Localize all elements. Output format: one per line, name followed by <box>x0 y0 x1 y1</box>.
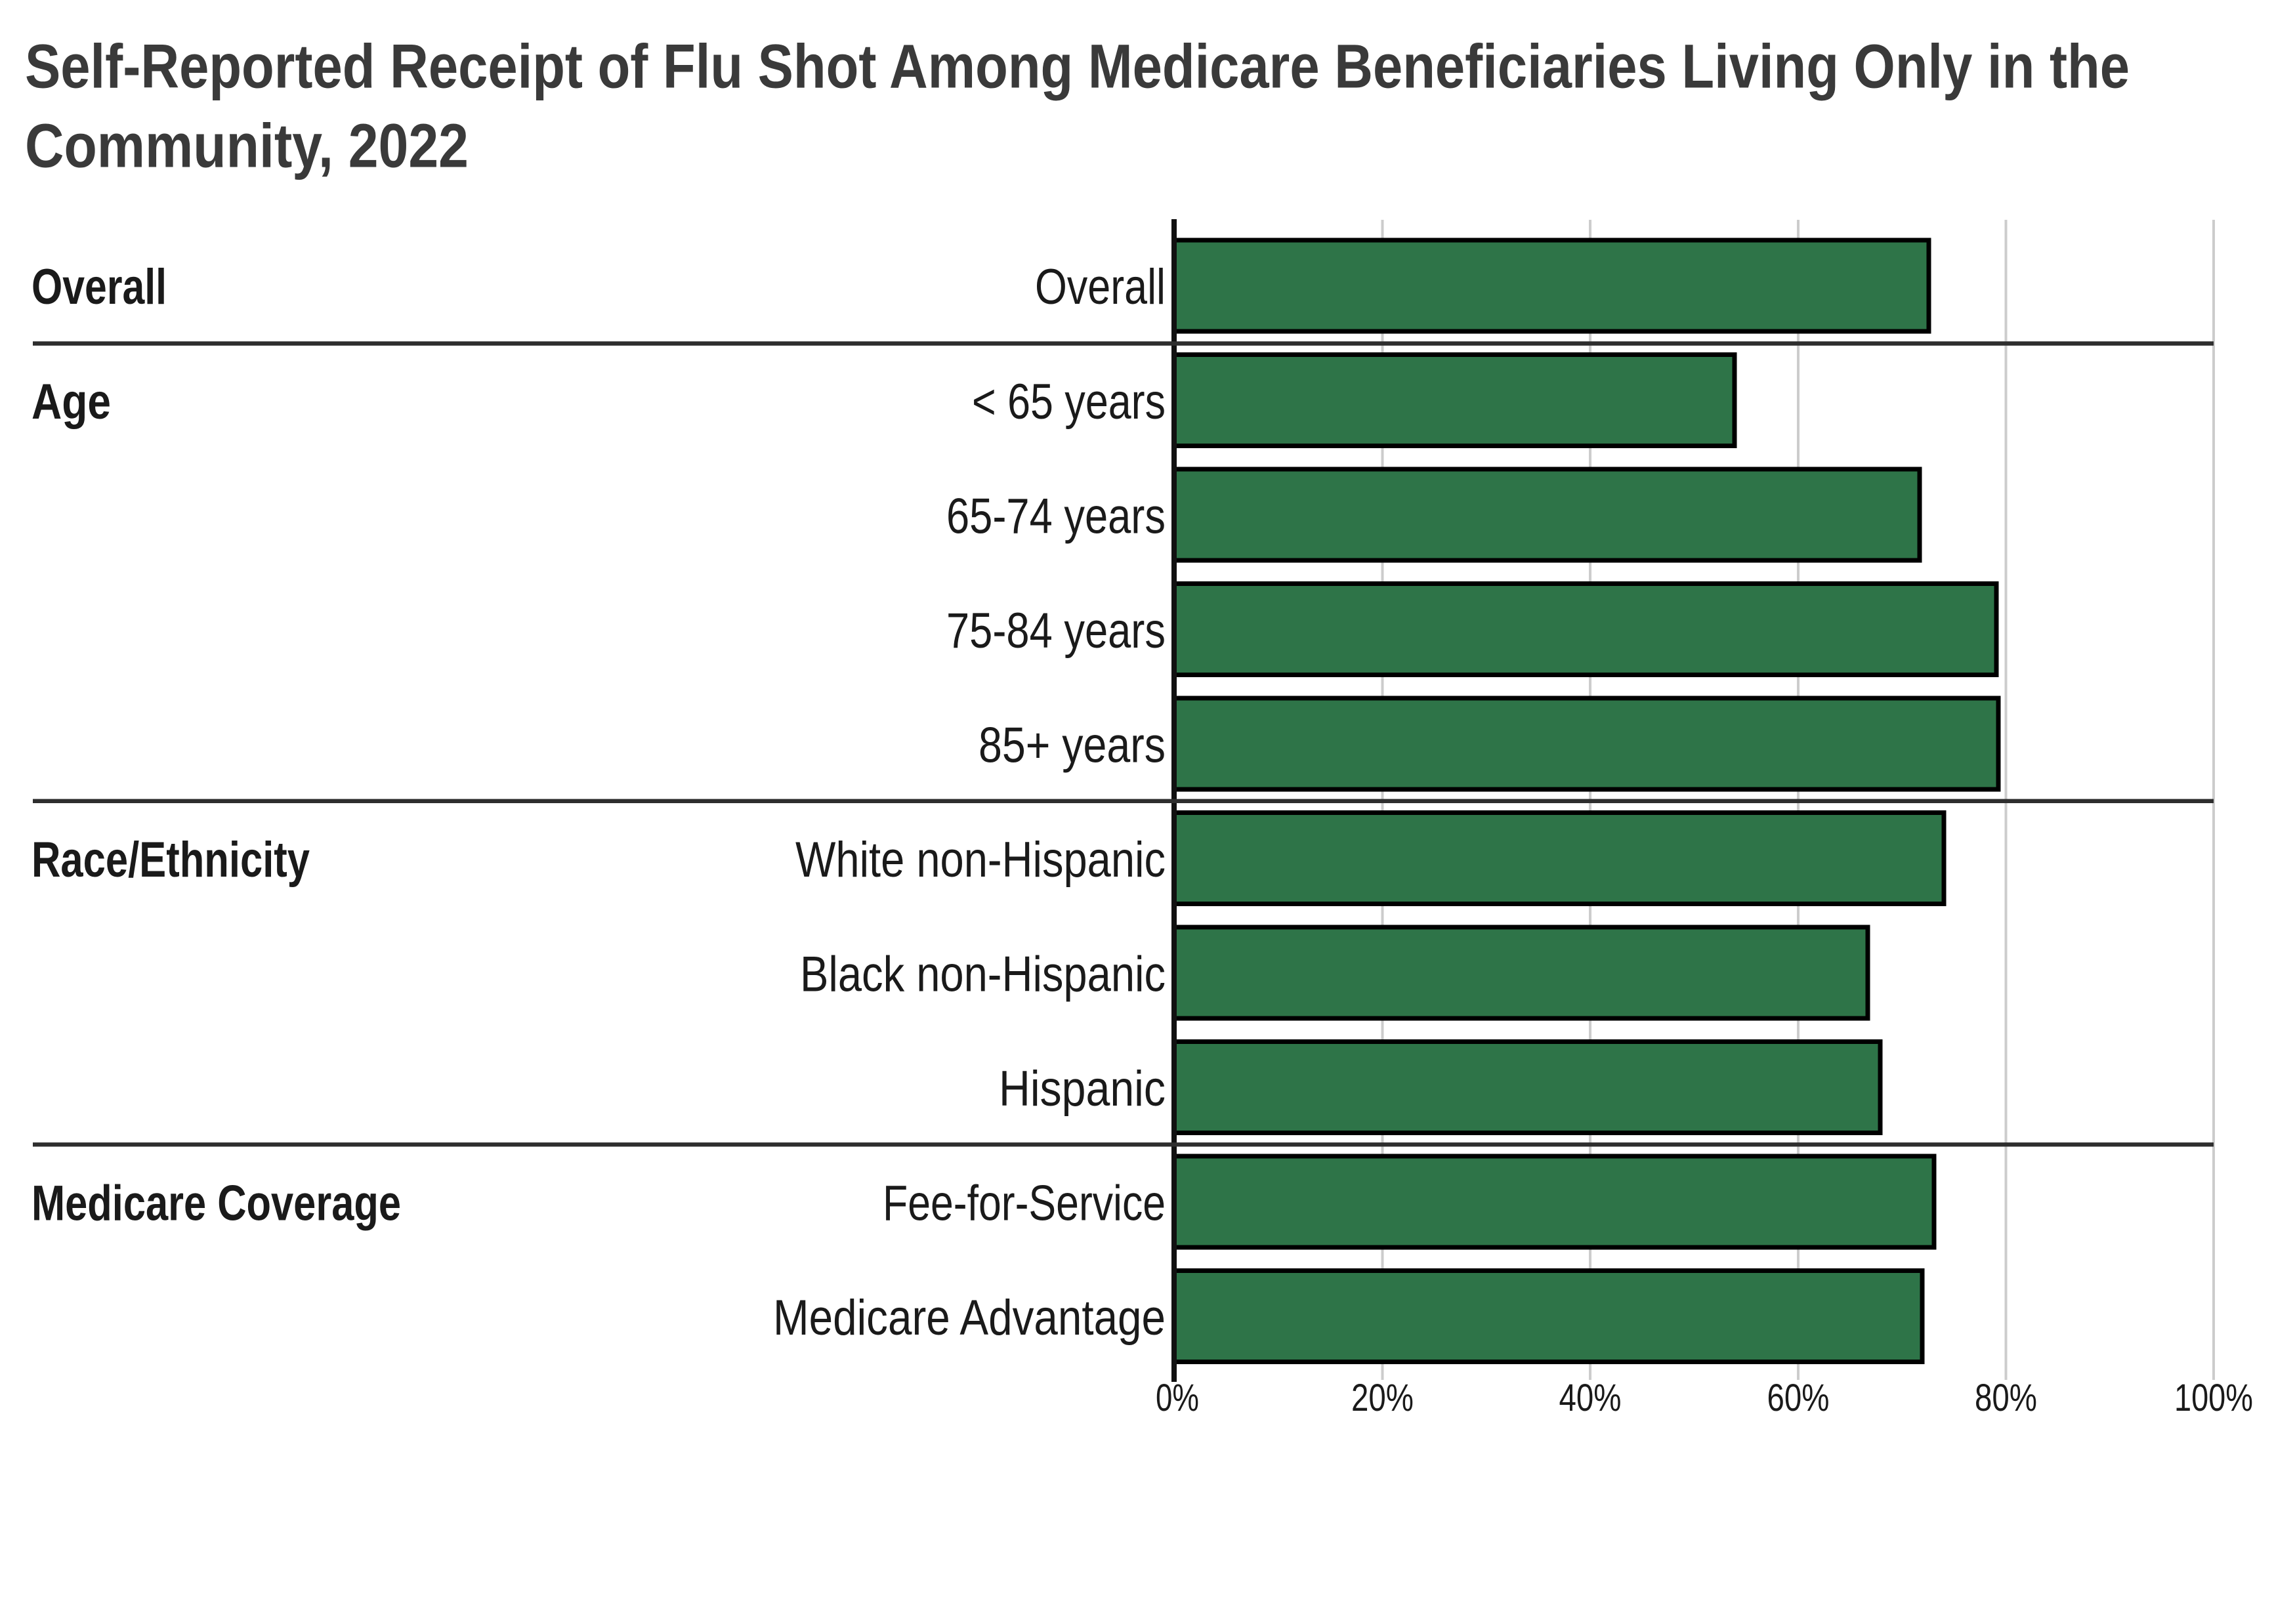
svg-text:80%: 80% <box>1975 1377 2037 1419</box>
svg-text:Hispanic: Hispanic <box>999 1061 1166 1117</box>
svg-text:75-84 years: 75-84 years <box>946 603 1166 659</box>
svg-text:Community, 2022: Community, 2022 <box>25 112 469 181</box>
svg-text:65-74 years: 65-74 years <box>946 488 1166 544</box>
svg-text:60%: 60% <box>1767 1377 1830 1419</box>
svg-text:Race/Ethnicity: Race/Ethnicity <box>32 832 310 888</box>
svg-text:40%: 40% <box>1559 1377 1622 1419</box>
svg-text:Overall: Overall <box>1035 259 1166 315</box>
svg-text:Black non-Hispanic: Black non-Hispanic <box>800 946 1166 1002</box>
svg-text:0%: 0% <box>1156 1377 1199 1419</box>
svg-text:Age: Age <box>32 374 111 430</box>
svg-text:85+ years: 85+ years <box>979 717 1166 773</box>
svg-text:Medicare Coverage: Medicare Coverage <box>32 1175 401 1231</box>
svg-text:Self-Reported Receipt of Flu S: Self-Reported Receipt of Flu Shot Among … <box>25 32 2130 102</box>
svg-text:Overall: Overall <box>32 259 167 315</box>
svg-text:Medicare Advantage: Medicare Advantage <box>773 1290 1166 1346</box>
svg-text:White non-Hispanic: White non-Hispanic <box>795 832 1166 888</box>
svg-text:20%: 20% <box>1351 1377 1414 1419</box>
svg-text:< 65 years: < 65 years <box>972 374 1166 430</box>
svg-text:Fee-for-Service: Fee-for-Service <box>883 1175 1166 1231</box>
svg-text:100%: 100% <box>2174 1377 2253 1419</box>
